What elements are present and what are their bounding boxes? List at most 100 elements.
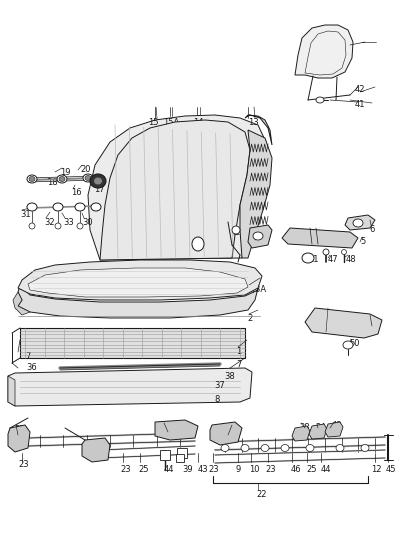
Polygon shape: [18, 285, 257, 318]
Text: 47: 47: [327, 255, 338, 264]
Polygon shape: [13, 292, 30, 315]
Polygon shape: [291, 426, 309, 441]
Text: 9: 9: [235, 465, 241, 474]
Polygon shape: [20, 328, 244, 358]
Ellipse shape: [27, 175, 37, 183]
Polygon shape: [176, 454, 183, 462]
Ellipse shape: [301, 253, 313, 263]
Text: 4: 4: [369, 326, 374, 335]
Polygon shape: [304, 308, 381, 338]
Ellipse shape: [53, 203, 63, 211]
Text: 29: 29: [252, 238, 263, 247]
Text: 26: 26: [329, 42, 340, 51]
Polygon shape: [244, 115, 271, 145]
Text: 35: 35: [14, 425, 24, 434]
Text: 25: 25: [138, 465, 148, 474]
Text: 28: 28: [298, 423, 309, 432]
Polygon shape: [177, 448, 187, 458]
Ellipse shape: [75, 203, 85, 211]
Text: 1: 1: [235, 347, 241, 356]
Ellipse shape: [29, 176, 35, 181]
Text: 36: 36: [26, 363, 37, 372]
Text: 38: 38: [223, 372, 234, 381]
Text: 27: 27: [194, 238, 204, 247]
Ellipse shape: [59, 176, 65, 181]
Text: 25: 25: [305, 465, 316, 474]
Text: 31: 31: [20, 210, 31, 219]
Ellipse shape: [252, 232, 262, 240]
Ellipse shape: [91, 203, 101, 211]
Ellipse shape: [280, 444, 288, 451]
Text: 39: 39: [182, 465, 192, 474]
Ellipse shape: [77, 223, 83, 229]
Polygon shape: [294, 25, 352, 78]
Ellipse shape: [322, 249, 328, 255]
Text: 8: 8: [214, 395, 219, 404]
Text: 6: 6: [368, 225, 373, 234]
Text: 32: 32: [44, 218, 55, 227]
Text: 44: 44: [320, 465, 331, 474]
Polygon shape: [100, 120, 249, 260]
Polygon shape: [8, 368, 252, 406]
Text: 21: 21: [233, 228, 244, 237]
Ellipse shape: [221, 444, 228, 451]
Polygon shape: [281, 228, 357, 248]
Ellipse shape: [27, 203, 37, 211]
Ellipse shape: [352, 219, 362, 227]
Text: 24: 24: [314, 423, 325, 432]
Text: 23: 23: [18, 460, 28, 469]
Polygon shape: [8, 425, 30, 452]
Polygon shape: [247, 225, 271, 248]
Ellipse shape: [94, 178, 102, 185]
Polygon shape: [154, 420, 197, 440]
Text: 23: 23: [207, 465, 218, 474]
Ellipse shape: [85, 175, 91, 181]
Polygon shape: [88, 115, 264, 260]
Ellipse shape: [90, 174, 106, 188]
Ellipse shape: [29, 223, 35, 229]
Polygon shape: [308, 424, 326, 439]
Text: 14: 14: [192, 118, 203, 127]
Text: 7: 7: [235, 360, 241, 369]
Text: 10: 10: [248, 465, 259, 474]
Text: 40: 40: [230, 425, 240, 434]
Text: 11: 11: [307, 255, 318, 264]
Text: 23: 23: [264, 465, 275, 474]
Text: 20: 20: [80, 165, 90, 174]
Text: 15: 15: [147, 118, 158, 127]
Text: 42: 42: [354, 85, 365, 94]
Polygon shape: [209, 422, 242, 445]
Text: 17: 17: [94, 185, 104, 194]
Text: 19: 19: [60, 168, 70, 177]
Text: 34: 34: [161, 423, 172, 432]
Polygon shape: [8, 376, 15, 406]
Text: 12: 12: [370, 465, 380, 474]
Polygon shape: [159, 450, 170, 460]
Text: 50: 50: [348, 339, 358, 348]
Text: 46: 46: [290, 465, 301, 474]
Text: 15A: 15A: [163, 118, 179, 127]
Ellipse shape: [335, 444, 343, 451]
Text: 13: 13: [247, 118, 258, 127]
Text: 45: 45: [385, 465, 396, 474]
Ellipse shape: [83, 174, 93, 182]
Text: 37: 37: [214, 381, 224, 390]
Text: 23: 23: [120, 465, 131, 474]
Ellipse shape: [240, 444, 248, 451]
Ellipse shape: [231, 226, 240, 234]
Polygon shape: [28, 268, 247, 297]
Ellipse shape: [315, 97, 323, 103]
Text: 49: 49: [331, 421, 342, 430]
Polygon shape: [82, 438, 110, 462]
Text: 22: 22: [255, 490, 266, 499]
Ellipse shape: [260, 444, 268, 451]
Text: 33: 33: [63, 218, 74, 227]
Text: 3,3A: 3,3A: [247, 285, 266, 294]
Text: 18: 18: [47, 178, 57, 187]
Polygon shape: [18, 260, 261, 300]
Ellipse shape: [57, 175, 67, 183]
Polygon shape: [344, 215, 374, 230]
Polygon shape: [240, 130, 271, 258]
Ellipse shape: [360, 444, 368, 451]
Text: 48: 48: [345, 255, 356, 264]
